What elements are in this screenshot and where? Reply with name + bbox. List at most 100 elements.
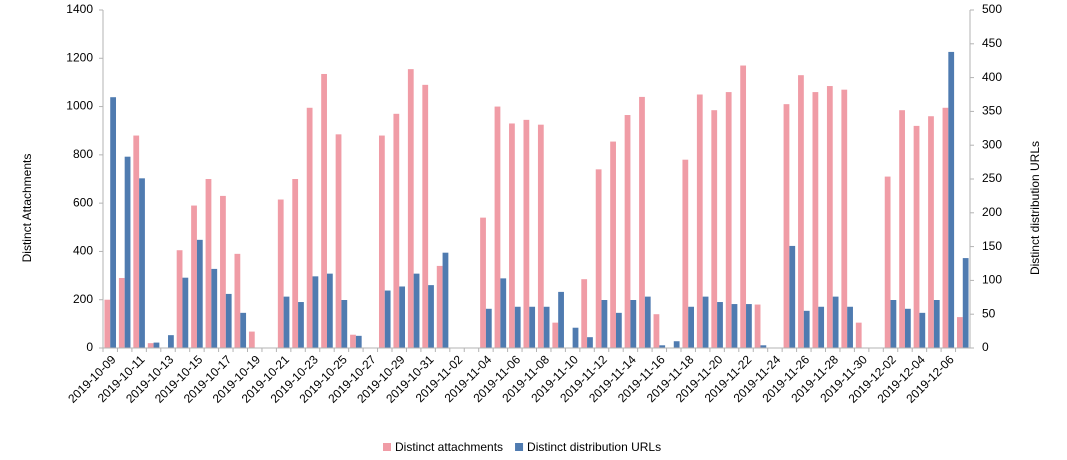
y-tick-label: 1200	[66, 50, 93, 64]
bar	[248, 331, 255, 348]
bar	[147, 343, 154, 348]
bar	[326, 273, 333, 348]
bar	[480, 217, 486, 348]
bar	[321, 73, 327, 348]
bar	[306, 107, 313, 349]
y-tick-label: 0	[86, 340, 93, 354]
y2-tick-label: 0	[982, 340, 989, 354]
bar	[277, 199, 284, 348]
bar	[384, 290, 391, 348]
bar	[884, 176, 891, 348]
y2-tick-label: 400	[982, 70, 1002, 84]
y-axis-title: Distinct Attachments	[20, 154, 34, 263]
bar	[176, 250, 183, 348]
bar	[832, 296, 839, 348]
bar	[240, 312, 247, 348]
bar	[205, 179, 212, 348]
bar	[673, 341, 680, 348]
bar	[731, 304, 738, 348]
y2-tick-label: 250	[982, 171, 1002, 185]
bar	[595, 169, 602, 348]
y2-tick-label: 150	[982, 239, 1002, 253]
bar	[211, 268, 218, 348]
y-tick-label: 200	[73, 292, 93, 306]
bar	[341, 300, 348, 348]
bar	[717, 302, 723, 348]
bar	[378, 135, 385, 348]
legend-swatch	[515, 443, 524, 451]
bar	[644, 296, 651, 348]
y-tick-label: 400	[73, 244, 93, 258]
bar	[688, 306, 695, 348]
bar	[436, 265, 443, 348]
bar	[847, 306, 853, 348]
bar	[928, 116, 934, 348]
y2-tick-label: 100	[982, 273, 1002, 287]
bar	[153, 342, 160, 348]
bar	[234, 253, 241, 348]
bar	[196, 239, 203, 348]
legend-label: Distinct attachments	[395, 440, 503, 454]
bar	[826, 86, 833, 349]
bar	[558, 291, 564, 348]
bar	[803, 310, 810, 348]
bar	[933, 300, 940, 348]
bar	[428, 285, 434, 348]
bar	[104, 299, 111, 348]
bar	[225, 293, 232, 348]
legend-swatch	[383, 443, 391, 451]
bar	[442, 252, 449, 348]
bar	[355, 335, 362, 348]
bar	[630, 300, 637, 348]
bar	[413, 273, 420, 348]
bar	[913, 125, 920, 348]
bar	[818, 306, 825, 348]
bar	[725, 92, 732, 348]
y2-tick-label: 500	[982, 2, 1002, 16]
bar	[855, 322, 862, 348]
bar	[298, 302, 304, 348]
y-tick-label: 1400	[66, 2, 93, 16]
bar	[942, 107, 949, 349]
bar	[783, 104, 790, 349]
bar	[615, 312, 622, 348]
bar	[500, 278, 507, 348]
bar	[118, 277, 125, 348]
bar	[760, 345, 767, 348]
bar	[702, 296, 709, 348]
bar	[899, 110, 905, 348]
bar	[841, 89, 848, 349]
bar	[182, 277, 189, 348]
legend-label: Distinct distribution URLs	[527, 440, 661, 454]
y-tick-label: 1000	[66, 99, 93, 113]
y2-tick-label: 50	[982, 306, 996, 320]
bar	[812, 92, 819, 348]
bar	[124, 156, 131, 348]
bar	[659, 345, 666, 348]
y2-tick-label: 200	[982, 205, 1002, 219]
bar	[350, 334, 356, 348]
bar	[509, 123, 515, 348]
bar	[956, 317, 963, 348]
bar	[191, 205, 197, 348]
bar	[543, 306, 550, 348]
bar	[740, 65, 747, 349]
y2-axis-title: Distinct distribution URLs	[1028, 141, 1042, 275]
bar	[587, 337, 593, 348]
bar	[537, 124, 544, 348]
bar	[399, 286, 406, 348]
y-tick-label: 800	[73, 147, 93, 161]
bar	[711, 110, 718, 348]
bar	[653, 314, 660, 348]
bar	[601, 300, 608, 348]
bar	[110, 97, 117, 348]
bar	[407, 69, 414, 349]
bar	[624, 115, 631, 349]
bar	[639, 96, 645, 349]
bar	[422, 84, 429, 348]
bar	[168, 335, 174, 348]
bar	[312, 276, 319, 348]
bar	[754, 304, 761, 348]
bar	[283, 296, 290, 348]
